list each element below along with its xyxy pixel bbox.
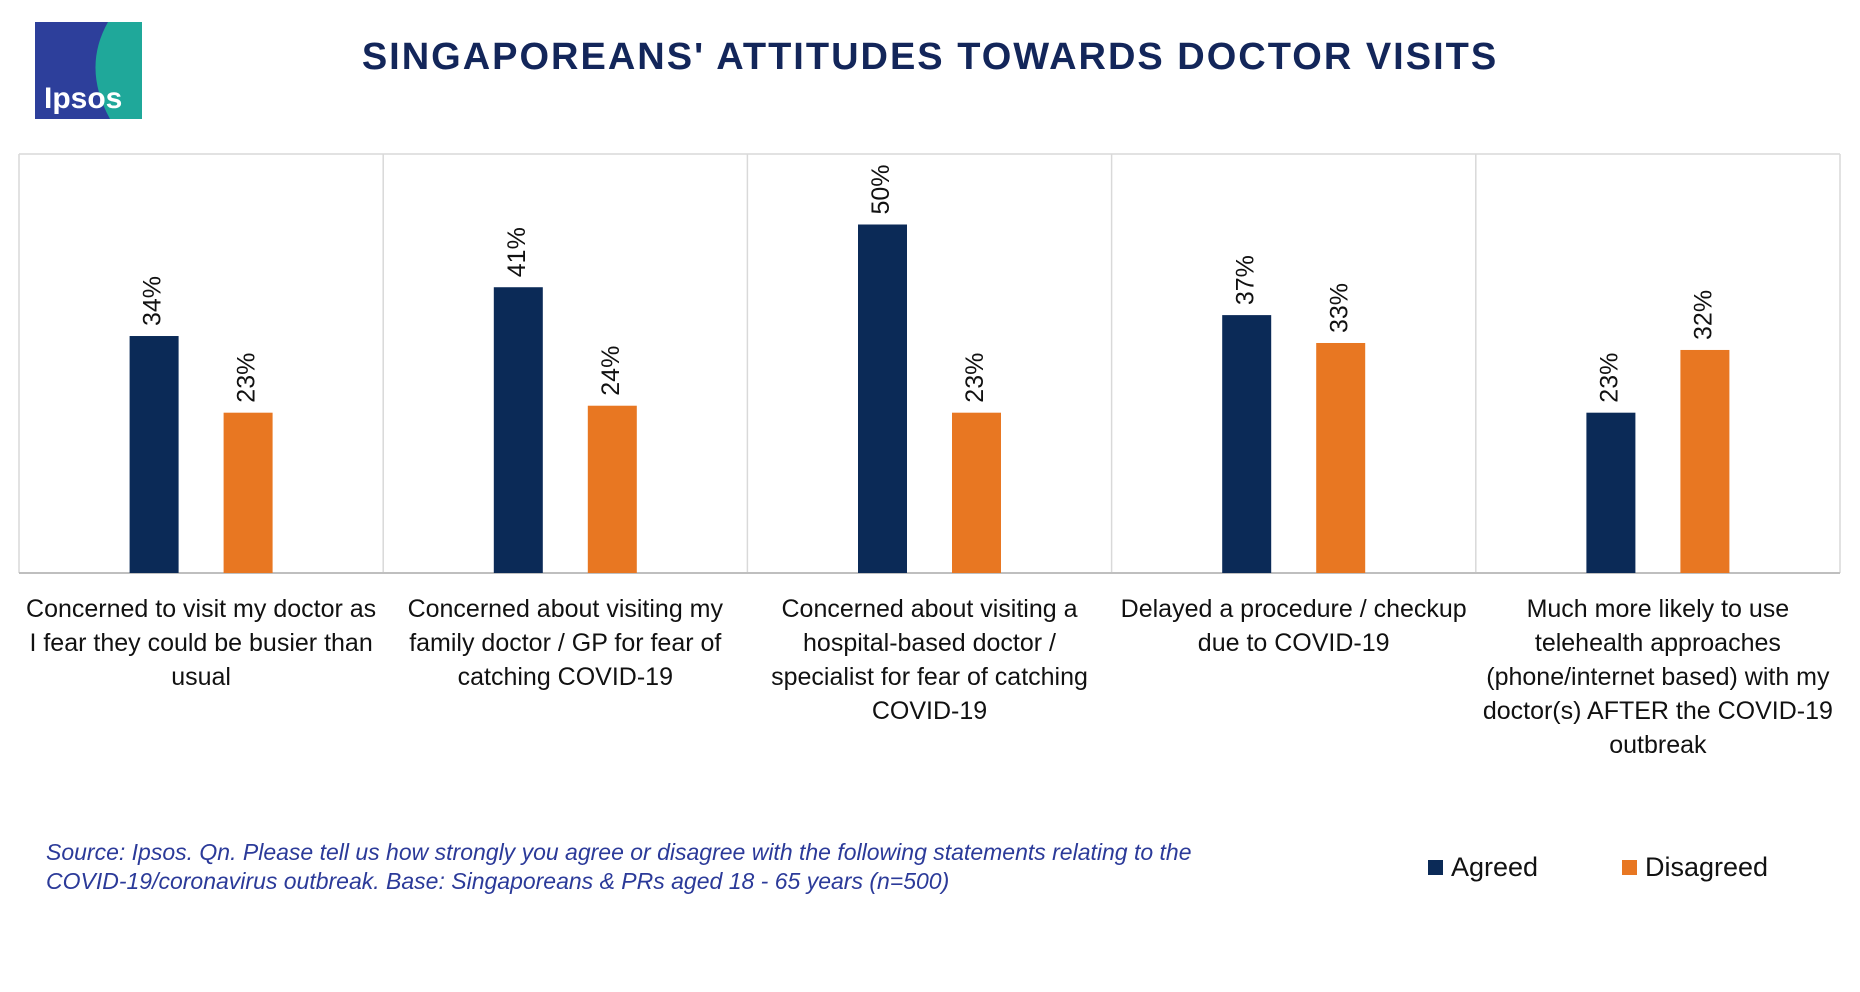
data-label: 24% — [597, 346, 625, 396]
bar — [1316, 342, 1366, 573]
bar — [1586, 412, 1636, 573]
bar — [858, 224, 907, 573]
bar — [952, 412, 1001, 573]
bar — [493, 287, 543, 573]
x-tick-label: Delayed a procedure / checkup due to COV… — [1120, 595, 1467, 657]
x-tick-label: Concerned to visit my doctor as I fear t… — [26, 595, 377, 691]
data-label: 37% — [1231, 255, 1259, 305]
bar — [129, 336, 179, 573]
bar — [587, 405, 637, 573]
bar — [1680, 349, 1730, 573]
logo-accent — [95, 22, 142, 119]
data-label: 23% — [233, 353, 261, 403]
chart-title: SINGAPOREANS' ATTITUDES TOWARDS DOCTOR V… — [361, 36, 1499, 78]
data-label: 41% — [503, 227, 531, 277]
bar — [223, 412, 273, 573]
legend-item: Disagreed — [1622, 852, 1768, 883]
x-tick-label: Concerned about visiting my family docto… — [407, 595, 724, 691]
logo-text: Ipsos — [44, 82, 122, 115]
legend-item: Agreed — [1428, 852, 1538, 883]
data-label: 33% — [1325, 283, 1353, 333]
data-label: 32% — [1690, 290, 1718, 340]
x-tick-label: Concerned about visiting a hospital-base… — [771, 595, 1088, 725]
data-label: 23% — [1596, 353, 1624, 403]
legend-swatch — [1428, 860, 1443, 875]
data-label: 23% — [961, 353, 989, 403]
legend-swatch — [1622, 860, 1637, 875]
x-tick-label: Much more likely to use telehealth appro… — [1482, 595, 1833, 759]
data-label: 34% — [139, 276, 167, 326]
logo: Ipsos — [35, 22, 142, 119]
legend-label: Disagreed — [1645, 852, 1769, 882]
legend-label: Agreed — [1451, 852, 1539, 882]
bar — [1222, 315, 1272, 573]
source-note: Source: Ipsos. Qn. Please tell us how st… — [46, 839, 1192, 894]
data-label: 50% — [867, 164, 895, 214]
